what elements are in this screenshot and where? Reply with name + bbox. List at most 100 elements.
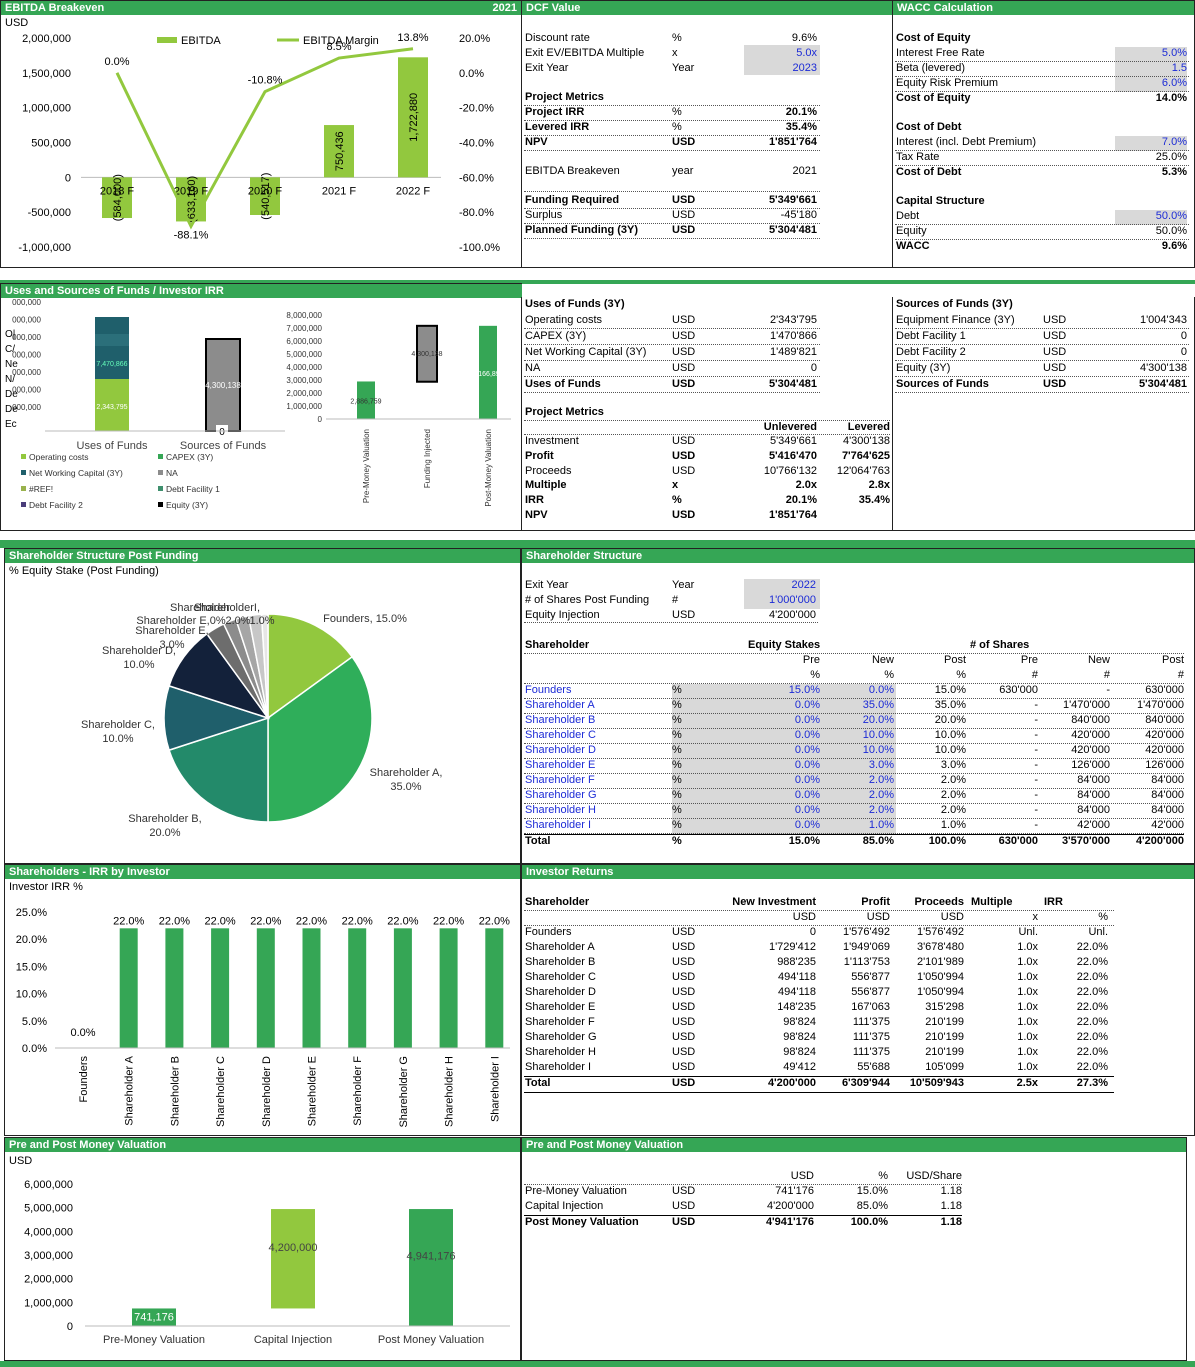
- ss-cell[interactable]: 20.0%: [862, 714, 894, 726]
- rule-line: [895, 360, 1189, 361]
- rule-line: [524, 434, 890, 435]
- ss-unit: Year: [672, 579, 695, 591]
- total-label: Post Money Valuation: [525, 1216, 639, 1228]
- ss-value[interactable]: 2022: [791, 579, 816, 591]
- ss-cell[interactable]: 15.0%: [788, 684, 820, 696]
- shareholder-name[interactable]: Shareholder G: [525, 789, 597, 801]
- ss-cell[interactable]: 0.0%: [794, 699, 820, 711]
- pm-levered: 35.4%: [858, 494, 890, 507]
- pie-label: Shareholder: [170, 602, 230, 614]
- pie-label: Shareholder C,: [81, 719, 155, 731]
- ss-cell: 84'000: [1077, 804, 1110, 816]
- y-tick-label: 5,000,000: [286, 350, 322, 359]
- wacc-label: Interest (incl. Debt Premium): [896, 136, 1036, 148]
- rule-line: [895, 239, 1189, 240]
- ss-cell[interactable]: 0.0%: [794, 729, 820, 741]
- dcf-input-value[interactable]: 2023: [792, 62, 817, 74]
- pie-label: 3.0%: [159, 639, 184, 651]
- ss-cell: 84'000: [1151, 804, 1184, 816]
- dcf-input-value[interactable]: 5.0x: [796, 47, 817, 59]
- investor-cell: 167'063: [851, 1001, 890, 1013]
- ss-cell[interactable]: 2.0%: [868, 789, 894, 801]
- ss-cell: 630'000: [1145, 684, 1184, 696]
- pie-label: Shareholder E,: [135, 625, 208, 637]
- wacc-value[interactable]: 50.0%: [1155, 210, 1187, 222]
- rule-line: [524, 360, 820, 361]
- total-cell: 4'200'000: [1135, 835, 1184, 847]
- irr-bar-label: 22.0%: [204, 915, 235, 927]
- ss-cell[interactable]: 2.0%: [868, 774, 894, 786]
- wacc-value[interactable]: 7.0%: [1161, 136, 1187, 148]
- rule-line: [895, 61, 1189, 62]
- ss-unit: #: [672, 594, 679, 606]
- wacc-label: Debt: [896, 210, 920, 222]
- y-tick-label: 4,000,000: [24, 1226, 73, 1238]
- x-tick-label: Shareholder D: [261, 1056, 273, 1127]
- dcf-value-panel: DCF Value Discount rate% 9.6% Exit EV/EBIT…: [521, 0, 893, 268]
- investor-cell: 556'877: [851, 971, 890, 983]
- ss-cell[interactable]: 10.0%: [862, 744, 894, 756]
- breakeven-label: EBITDA Breakeven: [525, 165, 620, 177]
- ss-cell[interactable]: 3.0%: [868, 759, 894, 771]
- input-cells-bg: [672, 684, 744, 834]
- ss-cell[interactable]: 0.0%: [794, 804, 820, 816]
- wacc-input-value[interactable]: 1.5: [1171, 62, 1187, 74]
- y2-tick-label: -20.0%: [459, 103, 494, 115]
- wacc-input-value[interactable]: 6.0%: [1161, 77, 1187, 89]
- pm-levered: 2.8x: [868, 479, 890, 492]
- rule-line: [895, 165, 1189, 166]
- investor-name: Founders: [525, 926, 572, 938]
- ss-cell[interactable]: 0.0%: [794, 789, 820, 801]
- metric-label: NPV: [525, 136, 548, 148]
- ss-cell[interactable]: 10.0%: [862, 729, 894, 741]
- ss-cell[interactable]: 1.0%: [868, 819, 894, 831]
- sources-unit: USD: [1043, 330, 1067, 342]
- ss-cell: 420'000: [1145, 729, 1184, 741]
- pie-label: 20.0%: [149, 827, 180, 839]
- rule-line: [524, 223, 820, 224]
- irr-bar: [211, 928, 230, 1048]
- x-tick-label: Shareholder F: [352, 1056, 364, 1126]
- ss-value[interactable]: 1'000'000: [768, 594, 816, 606]
- pm-label: NPV: [525, 509, 548, 521]
- ss-cell[interactable]: 0.0%: [794, 714, 820, 726]
- shareholder-name[interactable]: Shareholder B: [525, 714, 596, 726]
- sources-of-funds-panel: Sources of Funds (3Y) Equipment Finance (…: [892, 297, 1195, 531]
- shareholder-name[interactable]: Shareholder E: [525, 759, 596, 771]
- ss-cell[interactable]: 2.0%: [868, 804, 894, 816]
- ss-cell[interactable]: 0.0%: [794, 759, 820, 771]
- wacc-input-value[interactable]: 5.0%: [1161, 47, 1187, 59]
- pie-label: ShareholderI,: [194, 602, 260, 614]
- y-tick-label: 10.0%: [16, 989, 47, 1001]
- ss-cell[interactable]: 0.0%: [794, 819, 820, 831]
- operating-costs-segment: [95, 379, 129, 431]
- investor-cell: Unl.: [1018, 926, 1038, 938]
- ss-cell: 20.0%: [934, 714, 966, 726]
- shareholder-name[interactable]: Shareholder A: [525, 699, 595, 711]
- ss-cell[interactable]: 35.0%: [862, 699, 894, 711]
- shareholder-structure-post-funding-panel: Shareholder Structure Post Funding % Equ…: [4, 548, 521, 864]
- ss-cell[interactable]: 0.0%: [794, 744, 820, 756]
- shareholder-name[interactable]: Founders: [525, 684, 572, 696]
- wacc-label: Beta (levered): [896, 62, 966, 74]
- shareholder-name[interactable]: Shareholder C: [525, 729, 596, 741]
- shareholder-name[interactable]: Shareholder I: [525, 819, 592, 831]
- rule-line: [524, 150, 820, 151]
- col-unit: USD: [940, 911, 964, 923]
- ss-cell[interactable]: 0.0%: [868, 684, 894, 696]
- ebitda-bar-label: (540,517): [260, 173, 272, 220]
- input-cell-bg: [1115, 62, 1187, 77]
- ss-cell[interactable]: 0.0%: [794, 774, 820, 786]
- irr-bar-chart: 25.0% 20.0% 15.0% 10.0% 5.0% 0.0% 0.0% Founders…: [16, 907, 510, 1128]
- val-unit: USD: [672, 1200, 696, 1212]
- sources-label: Equipment Finance (3Y): [896, 314, 1015, 326]
- section-title: Project Metrics: [525, 91, 604, 103]
- irr-bar-label: 22.0%: [342, 915, 373, 927]
- legend-swatch: [21, 502, 26, 507]
- ss-unit: %: [672, 774, 682, 786]
- panel-header: Shareholders - IRR by Investor: [5, 865, 520, 879]
- shareholder-name[interactable]: Shareholder F: [525, 774, 595, 786]
- shareholder-name[interactable]: Shareholder D: [525, 744, 596, 756]
- investor-cell: 1.0x: [1017, 1031, 1038, 1043]
- shareholder-name[interactable]: Shareholder H: [525, 804, 596, 816]
